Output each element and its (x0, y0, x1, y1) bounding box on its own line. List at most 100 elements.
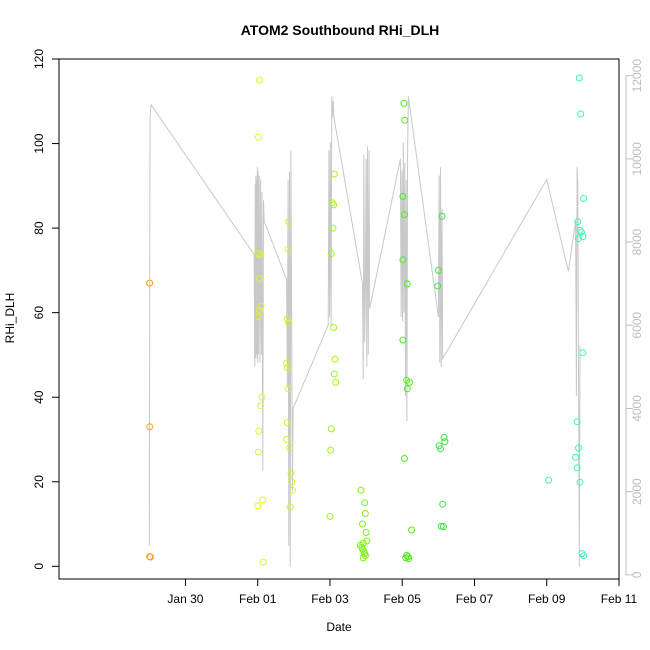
altitude-line (148, 96, 581, 567)
data-point (257, 302, 265, 310)
data-point (580, 195, 588, 202)
data-point (575, 444, 582, 452)
altitude-line-layer (148, 96, 581, 567)
data-point (575, 235, 582, 243)
x-tick-label: Feb 07 (456, 592, 494, 606)
y-right-tick-label: 8000 (630, 228, 644, 255)
data-point (363, 537, 371, 545)
y-left-tick-label: 60 (32, 306, 46, 320)
data-point (402, 554, 410, 562)
data-point (283, 364, 291, 372)
data-point (441, 438, 449, 446)
data-point (579, 233, 587, 241)
data-point (405, 555, 413, 563)
data-point (329, 224, 337, 232)
data-point (361, 510, 369, 517)
data-point (403, 385, 411, 393)
data-point (361, 499, 369, 507)
data-point (356, 541, 364, 549)
y-left-tick-label: 120 (32, 49, 46, 69)
data-point (254, 448, 262, 456)
data-point (406, 378, 413, 386)
y-right-tick-label: 4000 (630, 395, 644, 422)
data-point (259, 558, 267, 566)
data-point (146, 423, 154, 431)
y-right-tick-label: 6000 (630, 312, 644, 339)
x-tick-label: Feb 05 (384, 592, 422, 606)
x-tick-label: Feb 03 (311, 592, 349, 606)
y-axis-right: 0 2000 4000 6000 8000 10000 12000 (625, 59, 644, 578)
data-point (577, 110, 585, 118)
data-point (255, 313, 263, 321)
data-point (283, 315, 291, 323)
data-point (440, 433, 448, 441)
data-point (332, 378, 340, 386)
data-point (399, 192, 407, 200)
x-axis-label: Date (326, 620, 352, 634)
data-point (357, 486, 365, 494)
data-point (330, 324, 338, 331)
data-point (330, 170, 338, 178)
data-point (437, 445, 444, 453)
data-point (254, 133, 262, 141)
data-point (256, 250, 264, 258)
data-point (574, 218, 582, 226)
data-point (284, 245, 292, 253)
data-point (258, 393, 266, 401)
y-left-tick-label: 40 (32, 390, 46, 404)
data-point (327, 425, 335, 433)
y-axis-label: RHi_DLH (3, 293, 17, 344)
y-right-tick-label: 0 (630, 571, 644, 578)
y-right-tick-label: 12000 (630, 59, 644, 93)
data-point (573, 418, 581, 426)
data-point (434, 282, 442, 290)
data-point (408, 526, 416, 534)
y-right-tick-label: 10000 (630, 142, 644, 176)
data-point (283, 436, 291, 443)
x-tick-label: Feb 01 (239, 592, 277, 606)
data-point (439, 523, 447, 531)
data-point (572, 453, 580, 461)
data-point (400, 99, 408, 107)
data-point (288, 478, 296, 486)
data-point (256, 76, 263, 84)
x-tick-label: Jan 30 (167, 592, 203, 606)
data-point (330, 201, 338, 209)
data-point (287, 469, 295, 477)
data-point (399, 336, 407, 344)
data-point (362, 529, 370, 536)
data-point (359, 554, 367, 562)
data-point (578, 550, 586, 558)
data-point (330, 370, 338, 378)
y-left-tick-label: 20 (32, 475, 46, 489)
data-point (283, 359, 291, 367)
x-tick-label: Feb 09 (528, 592, 566, 606)
data-point (400, 455, 408, 462)
data-point (284, 385, 292, 393)
data-point (545, 476, 552, 484)
y-left-tick-label: 100 (32, 133, 46, 153)
data-point (146, 279, 154, 287)
data-point (286, 444, 293, 452)
data-point (359, 520, 366, 528)
x-tick-label: Feb 11 (601, 592, 638, 606)
data-point (259, 496, 267, 504)
data-point (403, 280, 411, 288)
data-point (257, 402, 265, 410)
chart-title: ATOM2 Southbound RHi_DLH (241, 22, 440, 38)
data-point (361, 552, 369, 560)
data-point (575, 74, 583, 82)
data-point (573, 464, 581, 472)
y-right-tick-label: 2000 (630, 478, 644, 505)
data-point (288, 486, 296, 494)
x-axis: Jan 30 Feb 01 Feb 03 Feb 05 Feb 07 Feb 09 Feb … (167, 579, 638, 606)
data-point (285, 218, 293, 226)
y-left-tick-label: 80 (32, 221, 46, 235)
data-point (399, 256, 407, 264)
y-left-tick-label: 0 (32, 563, 46, 570)
data-point (327, 446, 335, 454)
data-point (401, 116, 409, 124)
data-point (286, 503, 294, 511)
data-point (580, 552, 588, 560)
data-point (254, 502, 262, 510)
